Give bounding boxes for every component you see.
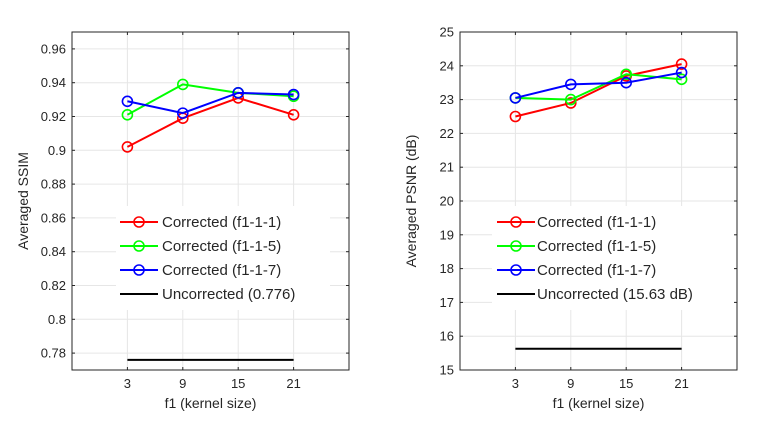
y-tick-label: 19 [440,227,454,242]
y-tick-label: 25 [440,25,454,40]
legend-box [492,206,734,310]
legend-label: Corrected (f1-1-1) [537,214,656,231]
y-tick-label: 0.94 [41,75,66,90]
x-axis-label: f1 (kernel size) [553,395,645,411]
data-point-marker [564,97,577,109]
legend-swatch-marker [510,264,522,276]
chart-1: 3 9 15 21 0.78 0.8 0.82 0.84 0.86 0.88 0.9 0.92 0.94… [15,31,350,411]
data-point-marker [232,87,244,99]
y-tick-label: 24 [440,58,454,73]
data-point-marker [287,88,300,101]
x-tick-label: 15 [231,376,245,391]
legend-swatch-marker [133,216,145,228]
legend-label: Corrected (f1-1-7) [162,262,281,279]
series-line-3 [515,71,682,99]
y-tick-label: 20 [440,194,454,209]
y-axis-label: Averaged PSNR (dB) [403,135,419,268]
y-tick-label: 16 [440,329,454,344]
legend-label: Corrected (f1-1-5) [537,238,656,255]
x-tick-label: 9 [567,376,574,391]
y-tick-label: 0.84 [41,244,66,259]
axes-box [71,31,350,371]
data-point-marker [564,78,577,91]
y-tick-label: 23 [440,92,454,107]
y-tick-label: 0.8 [48,312,66,327]
data-point-marker [620,76,633,89]
y-tick-label: 0.88 [41,177,66,192]
legend-label: Corrected (f1-1-1) [162,214,281,231]
x-tick-label: 21 [286,376,300,391]
y-tick-label: 0.78 [41,346,66,361]
y-tick-label: 15 [440,363,454,378]
legend-label: Corrected (f1-1-5) [162,238,281,255]
data-point-marker [675,73,688,86]
data-point-marker [620,68,633,81]
data-point-marker [287,109,300,121]
data-point-marker [121,95,134,108]
y-tick-label: 0.92 [41,109,66,124]
legend-swatch-marker [510,240,522,252]
legend-label: Corrected (f1-1-7) [537,262,656,279]
chart-2: 3 9 15 21 15 16 17 18 19 20 21 22 23 24 25 f1 (kernel s… [403,25,738,411]
data-point-marker [675,58,688,70]
x-tick-label: 3 [124,376,131,391]
series-line-1 [515,63,682,118]
y-tick-label: 17 [440,295,454,310]
x-tick-label: 15 [619,376,633,391]
series-line-1 [126,96,294,148]
x-tick-label: 9 [179,376,186,391]
data-point-marker [509,92,522,104]
y-tick-label: 21 [440,160,454,175]
legend: Corrected (f1-1-1) Corrected (f1-1-5) Corr… [116,206,330,310]
legend-box [116,206,330,310]
legend: Corrected (f1-1-1) Corrected (f1-1-5) Corr… [492,206,734,310]
data-point-marker [564,93,577,106]
legend-swatch-marker [510,216,522,228]
series-line-3 [127,91,294,115]
y-tick-label: 18 [440,261,454,276]
y-tick-label: 22 [440,126,454,141]
legend-swatch-marker [133,264,145,276]
legend-label: Uncorrected (0.776) [162,286,295,303]
data-point-marker [121,109,134,121]
x-axis-label: f1 (kernel size) [165,395,257,411]
x-tick-label: 3 [512,376,519,391]
legend-swatch-marker [133,240,145,252]
legend-label: Uncorrected (15.63 dB) [537,286,693,303]
y-tick-label: 0.86 [41,210,66,225]
data-point-marker [177,107,189,119]
y-tick-label: 0.9 [48,143,66,158]
data-point-marker [509,110,522,123]
data-point-marker [675,66,688,79]
y-tick-label: 0.96 [41,41,66,56]
y-tick-label: 0.82 [41,278,66,293]
series-line-2 [126,83,294,116]
data-point-marker [121,141,134,153]
data-point-marker [177,78,189,91]
x-tick-label: 21 [674,376,688,391]
y-axis-label: Averaged SSIM [15,152,31,250]
